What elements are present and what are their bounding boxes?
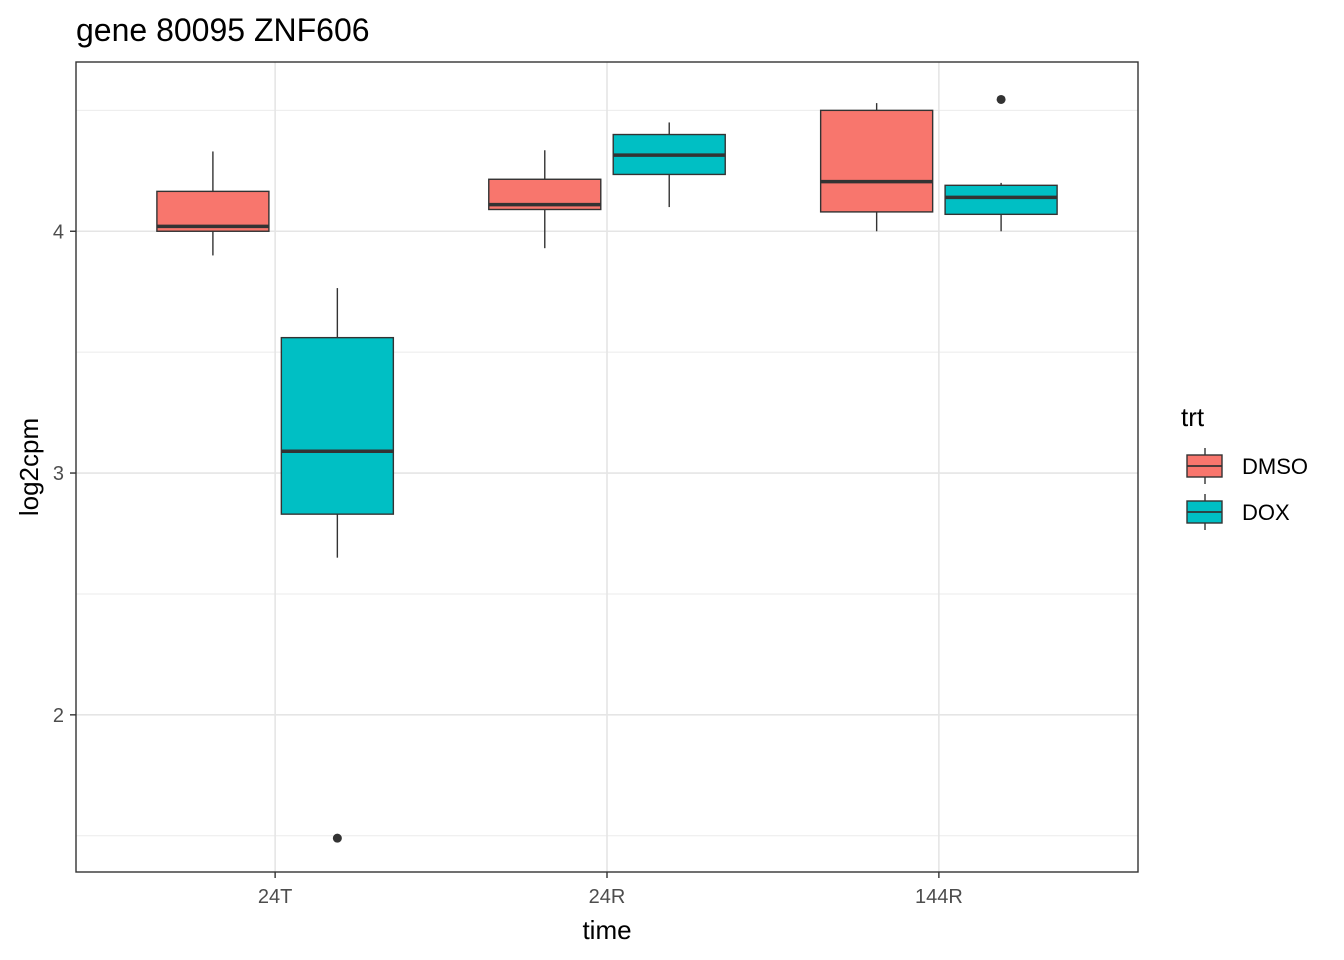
outlier-point: [996, 94, 1006, 104]
y-tick-label: 3: [53, 463, 64, 485]
axes: 2 3 4 24T 24R 144R: [53, 221, 963, 908]
outlier-point: [332, 833, 342, 843]
legend-label-dox: DOX: [1242, 500, 1290, 525]
box-body: [819, 109, 934, 213]
box-dox-24t: [280, 288, 395, 843]
box-dmso-144r: [819, 103, 934, 232]
x-tick-label: 144R: [915, 886, 963, 908]
box-body: [944, 184, 1058, 216]
y-tick-label: 4: [53, 221, 64, 243]
legend-label-dmso: DMSO: [1242, 454, 1308, 479]
box-dox-144r: [944, 94, 1058, 232]
box-dmso-24t: [156, 151, 270, 256]
grid-lines: [76, 62, 1138, 872]
box-body: [280, 336, 395, 515]
legend-key-dox: [1186, 494, 1223, 530]
y-tick-label: 2: [53, 705, 64, 727]
legend: trt DMSO DOX: [1181, 402, 1308, 530]
x-axis-title: time: [582, 915, 631, 945]
box-dmso-24r: [488, 150, 602, 249]
chart-title: gene 80095 ZNF606: [76, 12, 370, 48]
box-layer: [156, 94, 1058, 843]
x-tick-label: 24T: [258, 886, 292, 908]
y-axis-title: log2cpm: [14, 418, 44, 516]
legend-key-dmso: [1186, 448, 1223, 484]
box-dox-24r: [612, 122, 726, 208]
x-tick-label: 24R: [589, 886, 626, 908]
legend-title: trt: [1181, 402, 1205, 432]
box-body: [156, 190, 270, 232]
